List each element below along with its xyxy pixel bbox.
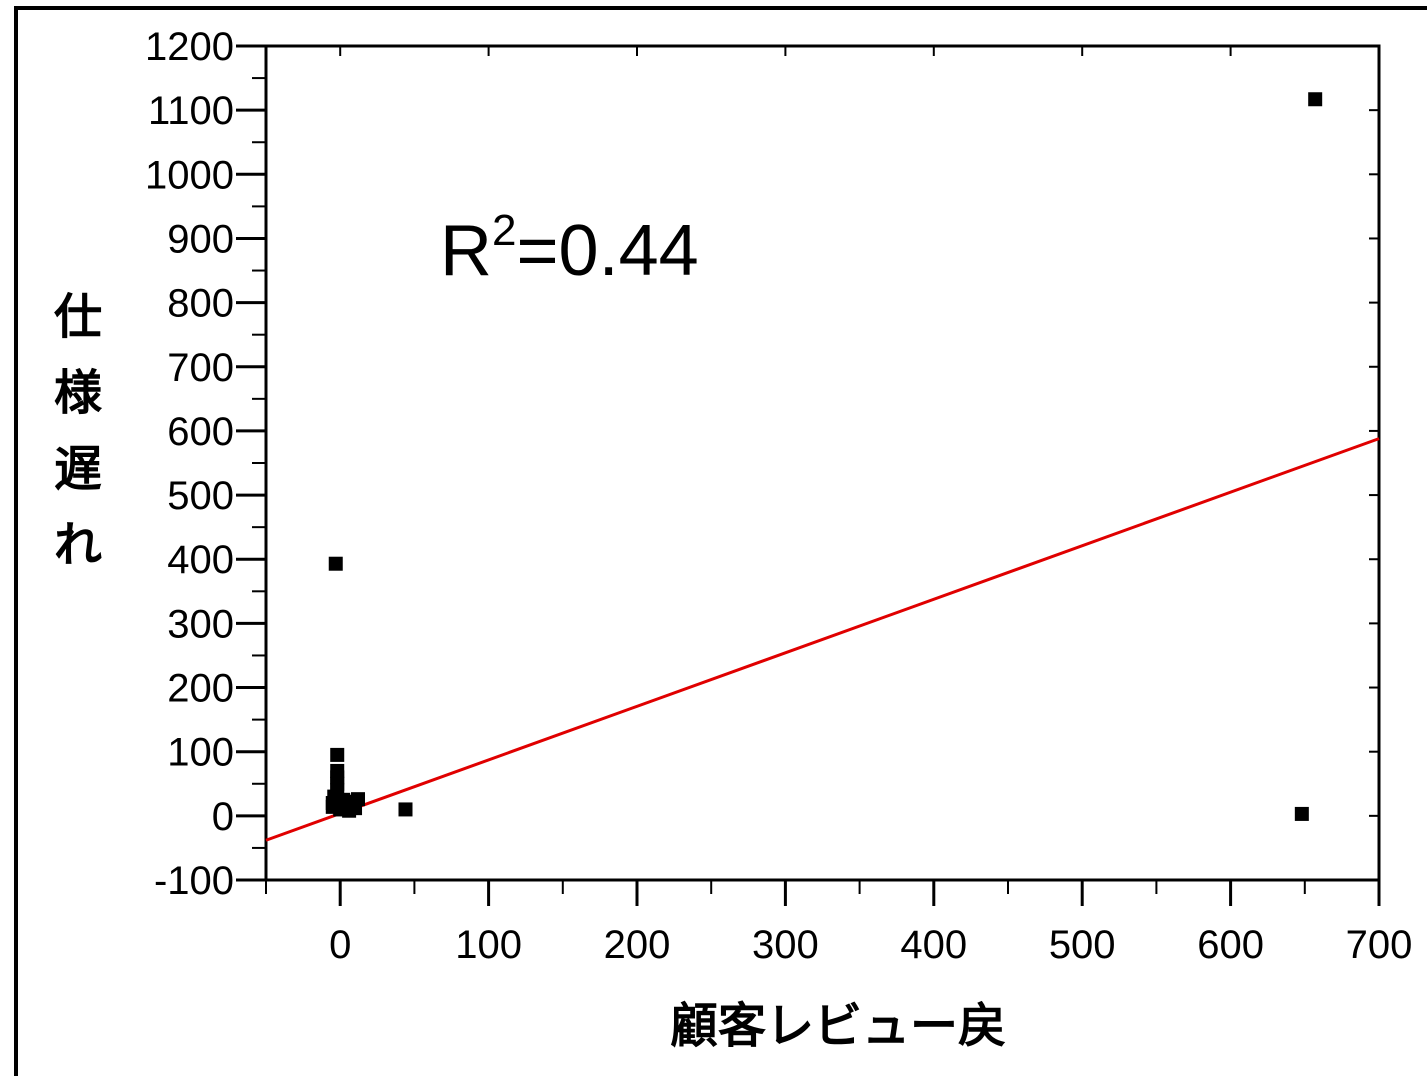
data-point bbox=[330, 747, 345, 762]
y-tick-label: 900 bbox=[167, 217, 234, 261]
y-tick-label: 100 bbox=[167, 731, 234, 775]
y-tick-label: 0 bbox=[212, 795, 234, 839]
x-tick-label: 300 bbox=[752, 923, 819, 967]
x-tick-label: 600 bbox=[1197, 923, 1264, 967]
y-tick-label: 1200 bbox=[145, 25, 234, 69]
x-tick-label: 200 bbox=[604, 923, 671, 967]
y-tick-label: 600 bbox=[167, 410, 234, 454]
y-tick-label: 500 bbox=[167, 474, 234, 518]
y-tick-label: 400 bbox=[167, 538, 234, 582]
data-point bbox=[1308, 92, 1323, 107]
x-tick-label: 400 bbox=[900, 923, 967, 967]
data-point bbox=[328, 556, 343, 571]
plot-axes: -100010020030040050060070080090010001100… bbox=[145, 25, 1412, 967]
annotation-rest: =0.44 bbox=[516, 211, 698, 291]
x-tick-label: 100 bbox=[455, 923, 522, 967]
y-axis-title-char: 仕 bbox=[54, 289, 102, 345]
y-tick-label: 1100 bbox=[148, 89, 234, 133]
y-tick-label: 800 bbox=[167, 282, 234, 326]
data-point bbox=[351, 792, 366, 807]
data-point bbox=[1294, 806, 1309, 821]
y-tick-label: 200 bbox=[167, 667, 234, 711]
x-axis-title: 顧客レビュー戻 bbox=[670, 998, 1006, 1054]
y-tick-label: 700 bbox=[167, 346, 234, 390]
annotation-base: R bbox=[440, 211, 492, 291]
y-tick-label: 1000 bbox=[145, 153, 234, 197]
trendline bbox=[265, 437, 1380, 842]
x-tick-label: 500 bbox=[1049, 923, 1116, 967]
r-squared-annotation: R2=0.44 bbox=[440, 206, 699, 291]
y-axis-title-char: れ bbox=[54, 517, 102, 573]
annotation-sup: 2 bbox=[492, 206, 516, 255]
y-axis-title-char: 様 bbox=[54, 365, 103, 421]
plot-area-border bbox=[264, 44, 1381, 882]
x-tick-label: 700 bbox=[1346, 923, 1413, 967]
y-tick-label: -100 bbox=[154, 859, 234, 903]
data-point bbox=[398, 802, 413, 817]
x-tick-label: 0 bbox=[329, 923, 351, 967]
regression-line bbox=[265, 437, 1380, 842]
data-points bbox=[325, 92, 1323, 821]
y-tick-label: 300 bbox=[167, 602, 234, 646]
figure-frame bbox=[14, 6, 1427, 1076]
y-axis-title-char: 遅 bbox=[54, 441, 102, 497]
